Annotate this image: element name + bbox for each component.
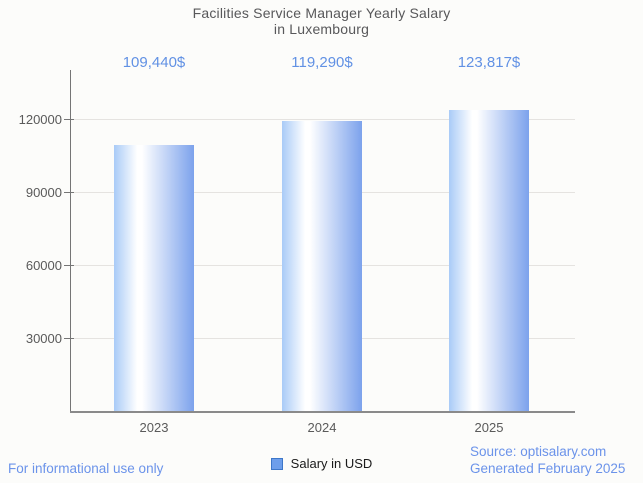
y-tick xyxy=(64,119,74,120)
y-tick xyxy=(64,338,74,339)
bar-value-label: 123,817$ xyxy=(457,54,521,71)
x-axis-label: 2025 xyxy=(474,420,504,435)
y-tick xyxy=(64,192,74,193)
bar-2025 xyxy=(449,109,529,411)
generated-line: Generated February 2025 xyxy=(470,461,626,476)
y-axis-line xyxy=(70,70,71,413)
chart-title-line1: Facilities Service Manager Yearly Salary xyxy=(192,5,451,21)
y-tick xyxy=(64,265,74,266)
y-tick-label: 90000 xyxy=(25,185,62,200)
legend-label: Salary in USD xyxy=(290,456,373,471)
bar-2023 xyxy=(114,144,194,411)
y-tick-label: 120000 xyxy=(18,112,62,127)
bar-2024 xyxy=(282,120,362,411)
y-tick-label: 60000 xyxy=(25,258,62,273)
x-axis-label: 2023 xyxy=(139,420,169,435)
source-line: Source: optisalary.com xyxy=(470,444,607,459)
disclaimer-text: For informational use only xyxy=(8,461,164,476)
x-axis-line xyxy=(70,411,575,413)
bar-value-label: 119,290$ xyxy=(291,54,353,71)
x-axis-label: 2024 xyxy=(307,420,337,435)
y-tick-label: 30000 xyxy=(25,331,62,346)
chart-title-line2: in Luxembourg xyxy=(273,21,370,37)
source-credit: Source: optisalary.com Generated Februar… xyxy=(470,443,625,477)
gridline xyxy=(70,119,575,120)
chart-title: Facilities Service Manager Yearly Salary… xyxy=(0,5,643,37)
legend: Salary in USD xyxy=(0,456,643,471)
legend-swatch-icon xyxy=(270,457,283,470)
bar-value-label: 109,440$ xyxy=(122,54,186,71)
